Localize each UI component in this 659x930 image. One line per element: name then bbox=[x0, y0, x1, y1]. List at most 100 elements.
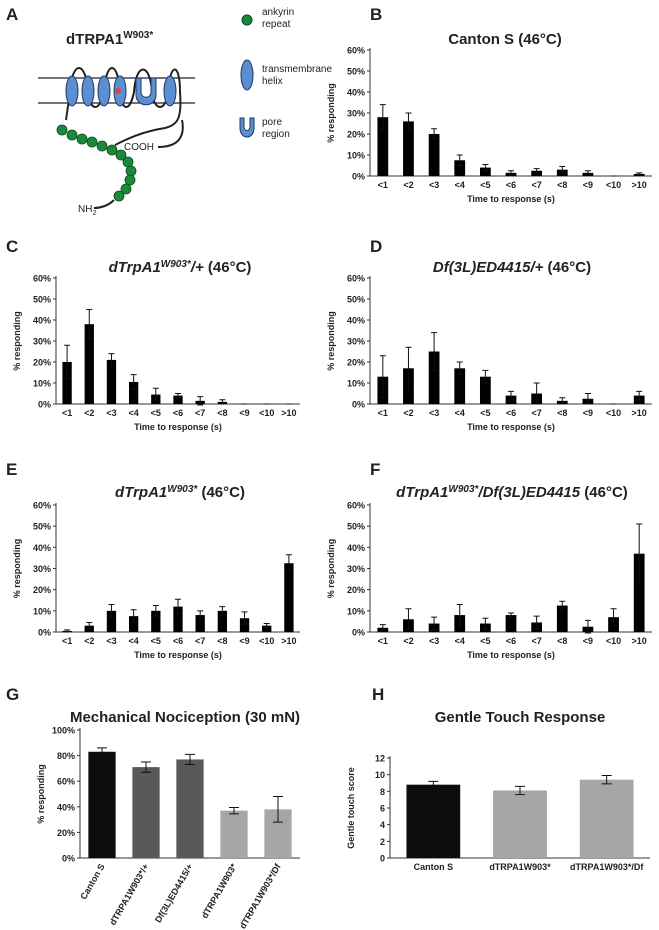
y-tick-label: 60% bbox=[57, 777, 75, 787]
error-bar bbox=[141, 761, 151, 773]
y-tick-label: 20% bbox=[347, 585, 365, 595]
y-tick-label: 60% bbox=[347, 46, 365, 56]
bar bbox=[173, 395, 183, 404]
x-tick-label: <7 bbox=[532, 408, 542, 418]
y-tick-label: 40% bbox=[347, 316, 365, 326]
y-axis-label: % responding bbox=[36, 764, 46, 824]
bar bbox=[531, 170, 543, 176]
y-tick-label: 40% bbox=[347, 88, 365, 98]
y-tick-label: 0% bbox=[352, 400, 365, 410]
error-bar bbox=[431, 332, 438, 371]
error-bar bbox=[610, 608, 617, 627]
bar bbox=[556, 605, 568, 632]
bar bbox=[151, 610, 161, 632]
x-tick-label: <8 bbox=[557, 180, 567, 190]
y-tick-label: 60% bbox=[33, 274, 51, 284]
y-tick-label: 0% bbox=[38, 628, 51, 638]
y-tick-label: 60% bbox=[347, 274, 365, 284]
x-tick-label: <3 bbox=[429, 408, 439, 418]
error-bar bbox=[482, 163, 489, 172]
error-bar bbox=[379, 104, 386, 131]
bar bbox=[128, 381, 139, 404]
x-tick-label: <1 bbox=[378, 636, 388, 646]
bar bbox=[505, 615, 517, 632]
error-bar bbox=[219, 606, 226, 616]
y-tick-label: 30% bbox=[347, 109, 365, 119]
x-tick-label: <6 bbox=[506, 408, 516, 418]
y-tick-label: 10% bbox=[33, 606, 51, 616]
bar bbox=[377, 117, 389, 176]
x-tick-label: <9 bbox=[239, 408, 249, 418]
y-axis-label: Gentle touch score bbox=[346, 767, 356, 849]
y-tick-label: 2 bbox=[380, 837, 385, 847]
error-bar bbox=[405, 112, 412, 131]
chart-title: dTrpA1W903* (46°C) bbox=[115, 484, 245, 502]
bar bbox=[106, 359, 117, 404]
error-bar bbox=[273, 796, 283, 823]
y-tick-label: 6 bbox=[380, 804, 385, 814]
error-bar bbox=[64, 629, 71, 633]
x-tick-label: <1 bbox=[62, 636, 72, 646]
error-bar bbox=[508, 170, 514, 176]
error-bar bbox=[379, 624, 386, 632]
panel-a: A dTRPA1W903* COOH NH2 ankyrin repeat tra… bbox=[6, 5, 332, 217]
x-tick-label: <5 bbox=[480, 636, 490, 646]
bar bbox=[106, 610, 117, 632]
x-tick-label: <1 bbox=[378, 180, 388, 190]
error-bar bbox=[636, 390, 643, 401]
error-bar bbox=[431, 616, 438, 631]
panel-letter: E bbox=[6, 460, 17, 479]
x-tick-label: <4 bbox=[455, 636, 465, 646]
y-tick-label: 50% bbox=[347, 295, 365, 305]
bar bbox=[633, 553, 645, 632]
x-tick-label: <2 bbox=[403, 408, 413, 418]
chart-panel: B Canton S (46°C) 0% 10% 20% 30% 40% 50% 60% % re… bbox=[326, 5, 652, 204]
error-bar bbox=[285, 554, 292, 573]
y-tick-label: 20% bbox=[347, 130, 365, 140]
panel-letter: G bbox=[6, 685, 19, 704]
chart-panel: H Gentle Touch Response 0 2 4 6 8 10 12 Gentle to… bbox=[346, 685, 650, 872]
diagram-title-main: dTRPA1 bbox=[66, 31, 123, 48]
y-tick-label: 80% bbox=[57, 751, 75, 761]
x-tick-label: <4 bbox=[129, 636, 139, 646]
chart-title: Gentle Touch Response bbox=[435, 709, 606, 726]
y-tick-label: 20% bbox=[33, 585, 51, 595]
y-tick-label: 30% bbox=[347, 564, 365, 574]
panel-letter: F bbox=[370, 460, 380, 479]
title-part: Df(3L)ED4415/+ bbox=[433, 259, 544, 276]
diagram-title-sup: W903* bbox=[123, 30, 153, 41]
bar bbox=[454, 368, 466, 404]
x-tick-label: <6 bbox=[173, 636, 183, 646]
nh-main: NH bbox=[78, 204, 92, 215]
chart-title: dTrpA1W903*/Df(3L)ED4415 (46°C) bbox=[396, 484, 628, 502]
error-bar bbox=[108, 603, 115, 618]
bar bbox=[493, 790, 547, 858]
error-bar bbox=[584, 170, 591, 176]
x-tick-label: >10 bbox=[632, 408, 647, 418]
y-tick-label: 30% bbox=[33, 337, 51, 347]
x-tick-label: <8 bbox=[217, 408, 227, 418]
chart-panel: G Mechanical Nociception (30 mN) 0% 20% 40% 6… bbox=[6, 685, 300, 930]
nh-sub: 2 bbox=[92, 210, 96, 217]
bar bbox=[217, 610, 228, 632]
error-bar bbox=[456, 361, 463, 376]
bar bbox=[579, 779, 634, 858]
title-part: W903* bbox=[161, 259, 192, 270]
chart-title: dTrpA1W903*/+ (46°C) bbox=[109, 259, 252, 277]
y-tick-label: 8 bbox=[380, 787, 385, 797]
x-tick-label: <1 bbox=[62, 408, 72, 418]
x-tick-label: <7 bbox=[195, 636, 205, 646]
bar bbox=[479, 167, 491, 176]
bar bbox=[479, 376, 491, 404]
y-tick-label: 50% bbox=[347, 522, 365, 532]
x-tick-label: >10 bbox=[632, 180, 647, 190]
error-bar bbox=[559, 397, 566, 405]
error-bar bbox=[379, 355, 386, 399]
bar bbox=[88, 751, 116, 858]
error-bar bbox=[559, 600, 566, 611]
title-part: (46°C) bbox=[197, 484, 245, 501]
legend-line: helix bbox=[262, 76, 283, 87]
error-bar bbox=[130, 609, 137, 623]
y-tick-label: 10% bbox=[347, 151, 365, 161]
